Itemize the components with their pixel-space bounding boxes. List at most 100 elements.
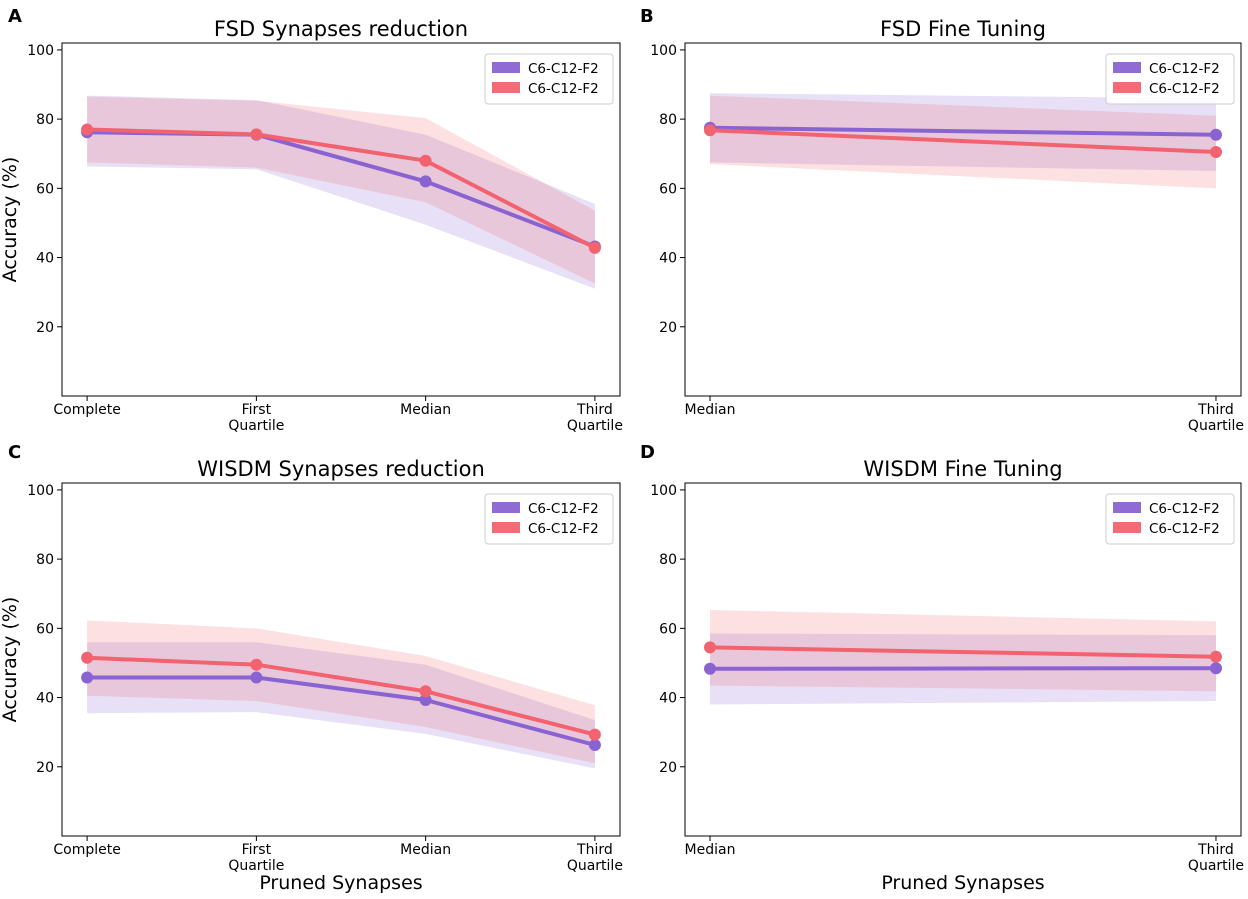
plot-frame	[61, 482, 621, 837]
legend-swatch	[1113, 82, 1141, 93]
x-tick-label: First	[242, 402, 272, 418]
series-1-line	[87, 675, 596, 747]
y-tick-label: 60	[36, 621, 54, 637]
series-1-point	[419, 694, 432, 706]
series-2-point	[250, 128, 263, 141]
legend-label: C6-C12-F2	[528, 61, 599, 77]
x-tick-label: Quartile	[1188, 858, 1244, 874]
series-1-band	[87, 95, 595, 289]
x-tick-label: Quartile	[567, 858, 623, 874]
y-tick-label: 60	[36, 181, 54, 197]
panel-d: D WISDM Fine Tuning 20 40 60 80 100 Median Third…	[640, 442, 1244, 894]
series-2-band	[87, 96, 595, 284]
x-tick-label: Third	[576, 842, 613, 858]
legend-swatch	[492, 62, 520, 73]
series-1-point	[704, 662, 716, 675]
legend-swatch	[492, 82, 520, 93]
series-2-point	[704, 124, 716, 137]
legend-swatch	[1113, 522, 1141, 533]
y-tick-label: 60	[659, 181, 677, 197]
y-tick-label: 80	[659, 552, 677, 568]
series-2-point	[588, 241, 601, 254]
chart-title: WISDM Synapses reduction	[197, 457, 485, 481]
series-1-line	[709, 125, 1217, 137]
y-tick-label: 20	[659, 760, 677, 776]
y-tick-label: 80	[36, 552, 54, 568]
legend-swatch	[492, 522, 520, 533]
panel-letter: B	[640, 6, 654, 27]
y-tick-label: 80	[36, 112, 54, 128]
x-tick-label: Quartile	[228, 418, 284, 434]
plot-frame	[684, 482, 1242, 837]
series-2-line	[87, 127, 596, 250]
y-tick-label: 60	[659, 621, 677, 637]
series-2-point	[81, 651, 94, 664]
y-tick-label: 40	[659, 251, 677, 267]
legend-label: C6-C12-F2	[528, 521, 599, 537]
panel-c: C WISDM Synapses reduction 20 40 60 80 100 Comp…	[0, 442, 623, 894]
x-tick-label: First	[242, 842, 272, 858]
series-2-point	[588, 728, 601, 741]
plot-frame	[61, 42, 621, 397]
x-tick-label: Third	[576, 402, 613, 418]
panel-letter: C	[8, 442, 21, 463]
x-tick-label: Third	[1197, 402, 1234, 418]
chart-title: FSD Synapses reduction	[214, 17, 468, 41]
x-tick-label: Median	[685, 842, 736, 858]
series-2-point	[704, 641, 716, 654]
chart-title: FSD Fine Tuning	[880, 17, 1046, 41]
series-1-point	[588, 739, 601, 751]
y-tick-label: 100	[650, 43, 677, 59]
x-tick-label: Quartile	[567, 418, 623, 434]
series-2-line	[709, 128, 1217, 154]
series-2-point	[419, 685, 432, 698]
series-1-band	[87, 642, 595, 769]
x-tick-label: Complete	[53, 842, 120, 858]
x-tick-label: Quartile	[228, 858, 284, 874]
series-1-point	[81, 671, 94, 684]
y-tick-label: 20	[36, 320, 54, 336]
series-2-line	[87, 655, 596, 737]
plot-frame	[684, 42, 1242, 397]
y-tick-label: 20	[36, 760, 54, 776]
chart-title: WISDM Fine Tuning	[863, 457, 1062, 481]
legend-swatch	[1113, 502, 1141, 513]
panel-a: A FSD Synapses reduction 20 40 60 80 100 Comple…	[0, 6, 623, 434]
legend: C6-C12-F2 C6-C12-F2	[484, 53, 614, 105]
y-tick-label: 100	[650, 483, 677, 499]
y-axis-label: Accuracy (%)	[0, 157, 21, 283]
x-tick-label: Quartile	[1188, 418, 1244, 434]
legend-label: C6-C12-F2	[1149, 61, 1220, 77]
panel-letter: D	[640, 442, 655, 463]
legend-swatch	[492, 502, 520, 513]
panel-b: B FSD Fine Tuning 20 40 60 80 100 Median ThirdQu…	[640, 6, 1244, 434]
series-2-point	[419, 154, 432, 167]
legend-label: C6-C12-F2	[528, 501, 599, 517]
y-tick-label: 40	[659, 691, 677, 707]
panel-letter: A	[8, 6, 22, 27]
legend-label: C6-C12-F2	[1149, 501, 1220, 517]
x-tick-label: Third	[1197, 842, 1234, 858]
series-1-point	[1210, 662, 1222, 675]
legend-label: C6-C12-F2	[1149, 81, 1220, 97]
y-tick-label: 40	[36, 251, 54, 267]
series-2-band	[87, 620, 595, 764]
y-tick-label: 80	[659, 112, 677, 128]
y-tick-label: 20	[659, 320, 677, 336]
series-2-point	[1210, 146, 1222, 158]
legend-label: C6-C12-F2	[1149, 521, 1220, 537]
legend-swatch	[1113, 62, 1141, 73]
y-tick-label: 100	[27, 43, 54, 59]
series-2-line	[709, 645, 1217, 659]
legend-label: C6-C12-F2	[528, 81, 599, 97]
x-axis-label: Pruned Synapses	[881, 872, 1044, 894]
series-1-point	[1210, 128, 1222, 141]
series-1-line	[709, 666, 1217, 671]
series-2-point	[250, 658, 263, 671]
y-tick-label: 40	[36, 691, 54, 707]
x-tick-label: Median	[400, 842, 451, 858]
x-tick-label: Median	[400, 402, 451, 418]
legend: C6-C12-F2 C6-C12-F2	[484, 493, 614, 545]
series-2-point	[1210, 650, 1222, 663]
y-tick-label: 100	[27, 483, 54, 499]
